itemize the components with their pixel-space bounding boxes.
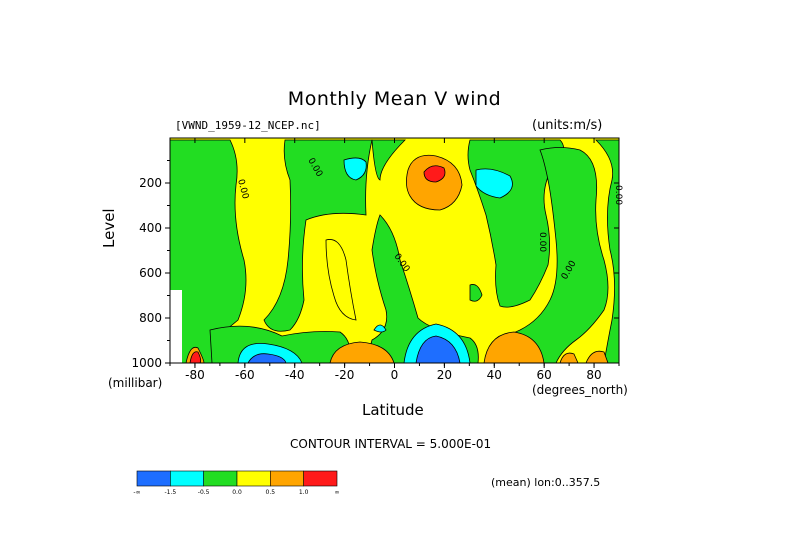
field-orange-south — [329, 341, 395, 363]
colorbar-swatch — [303, 470, 338, 487]
contour-label: 0.00 — [613, 185, 623, 205]
axis-ticks: -80 -60 -40 -20 0 20 40 60 80 200 400 600 800 1000 — [131, 137, 620, 382]
colorbar-label: 0.0 — [232, 489, 242, 496]
x-tick-label: -20 — [335, 368, 355, 382]
field-green-small — [469, 284, 483, 302]
contour-label: 0.00 — [537, 232, 547, 252]
field-red-antarctic — [189, 351, 202, 363]
colorbar-swatch — [203, 470, 238, 487]
x-tick-label: -60 — [235, 368, 255, 382]
field-green-east — [489, 147, 609, 363]
x-axis-label: Latitude — [362, 401, 424, 419]
field-green-upper — [371, 139, 406, 181]
y-tick-label: 400 — [139, 221, 162, 235]
colorbar: -∞ -1.5 -0.5 0.0 0.5 1.0 ∞ — [133, 470, 340, 496]
x-axis-unit: (degrees_north) — [532, 383, 628, 397]
y-axis-unit: (millibar) — [108, 376, 163, 390]
field-green-far-east — [595, 139, 619, 363]
contour-interval-label: CONTOUR INTERVAL = 5.000E-01 — [290, 437, 492, 451]
y-tick-label: 1000 — [131, 356, 162, 370]
colorbar-label: -0.5 — [198, 489, 210, 496]
field-orange-ne — [483, 331, 545, 363]
colorbar-swatch — [136, 470, 171, 487]
chart-title: Monthly Mean V wind — [287, 88, 502, 110]
field-green-midwest — [263, 139, 373, 332]
field-blue-south — [247, 353, 287, 363]
colorbar-label: 1.0 — [299, 489, 309, 496]
x-tick-label: -80 — [185, 368, 205, 382]
field-missing — [170, 290, 182, 363]
color-fields — [170, 138, 619, 363]
colorbar-swatch — [270, 470, 304, 487]
x-tick-label: 60 — [537, 368, 552, 382]
y-tick-label: 600 — [139, 266, 162, 280]
colorbar-swatch — [170, 470, 204, 487]
colorbar-swatch — [236, 470, 271, 487]
field-blue-eq — [415, 335, 461, 363]
x-tick-label: -40 — [285, 368, 305, 382]
region-label: (mean) lon:0..357.5 — [491, 476, 601, 489]
y-tick-label: 200 — [139, 176, 162, 190]
x-tick-label: 20 — [437, 368, 452, 382]
colorbar-label: -∞ — [133, 489, 140, 496]
field-green-equator — [359, 214, 479, 363]
colorbar-label: -1.5 — [164, 489, 176, 496]
field-orange-jet — [406, 154, 463, 211]
field-cyan-ne — [475, 168, 513, 199]
field-cyan-dot — [373, 324, 387, 333]
x-tick-label: 80 — [586, 368, 601, 382]
colorbar-label: 0.5 — [266, 489, 276, 496]
source-file-label: [VWND_1959-12_NCEP.nc] — [175, 119, 321, 132]
units-label: (units:m/s) — [532, 118, 603, 133]
field-red-jet — [423, 165, 446, 183]
y-tick-label: 800 — [139, 311, 162, 325]
field-cyan-upper — [343, 157, 367, 181]
field-yellow-ridge — [325, 239, 357, 321]
colorbar-label: ∞ — [335, 489, 340, 496]
x-tick-label: 40 — [487, 368, 502, 382]
x-tick-label: 0 — [391, 368, 399, 382]
